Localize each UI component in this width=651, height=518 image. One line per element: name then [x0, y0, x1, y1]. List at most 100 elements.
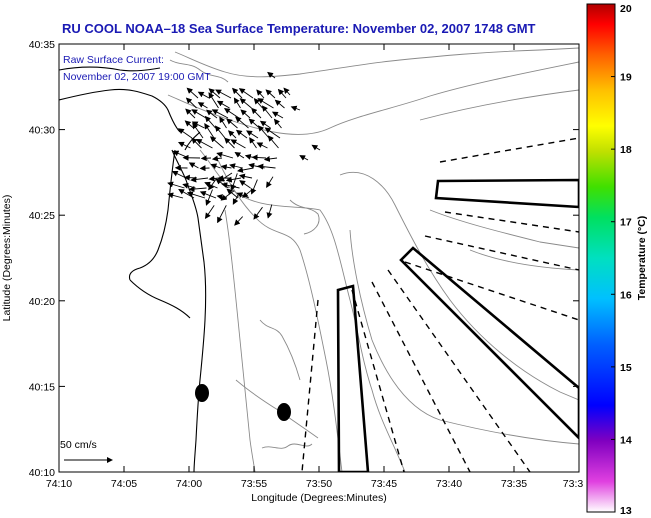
colorbar-tick-label: 20: [620, 3, 632, 15]
bathymetry-contour: [349, 229, 579, 445]
current-vector: [199, 190, 217, 199]
annotation-line-2: November 02, 2007 19:00 GMT: [63, 71, 211, 83]
current-vector: [250, 179, 258, 195]
y-tick-label: 40:30: [29, 125, 55, 137]
x-axis-label: Longitude (Degrees:Minutes): [251, 492, 386, 504]
current-vector: [248, 118, 260, 129]
current-vector: [240, 109, 251, 119]
current-vector: [274, 99, 285, 109]
radar-ray: [371, 281, 471, 472]
current-vector: [215, 89, 232, 99]
coastline-line: [59, 66, 161, 72]
radar-ray: [351, 289, 405, 472]
bathymetry-contour: [419, 89, 579, 121]
y-tick-label: 40:20: [29, 296, 55, 308]
annotation-line-1: Raw Surface Current:: [63, 54, 164, 66]
current-vector: [257, 125, 270, 139]
x-tick-label: 73:45: [371, 478, 397, 490]
bathymetry-contour: [174, 47, 579, 78]
current-vectors: [167, 71, 321, 226]
current-vector: [267, 135, 279, 149]
current-vector: [299, 155, 309, 161]
current-vector: [188, 162, 199, 169]
current-vector: [220, 190, 235, 201]
current-vector: [204, 115, 216, 129]
current-vector: [239, 98, 252, 109]
current-vector: [266, 204, 273, 219]
sector-outline: [336, 284, 370, 472]
current-vector: [264, 127, 281, 139]
current-vector: [251, 154, 267, 161]
bathymetry-contour: [169, 59, 229, 83]
current-vector: [191, 109, 207, 119]
current-vector: [209, 136, 224, 149]
y-tick-label: 40:35: [29, 39, 55, 51]
current-vector: [234, 216, 244, 226]
current-vector: [273, 118, 282, 129]
bathymetry-contour: [167, 61, 579, 135]
current-vector: [195, 139, 213, 149]
current-vector: [256, 89, 265, 99]
radar-ray: [424, 235, 579, 271]
bathymetry-contour: [339, 171, 579, 401]
bathymetry-contour: [429, 209, 579, 249]
current-vector: [271, 111, 284, 119]
hf-radar-rays: [301, 137, 579, 472]
radar-ray: [301, 299, 319, 472]
current-vector: [186, 191, 206, 199]
coastline-line: [59, 88, 181, 133]
current-vector: [216, 100, 230, 109]
radar-ray: [444, 211, 579, 233]
y-axis-ticks: 40:10 40:15 40:20 40:25 40:30 40:35: [29, 39, 579, 479]
current-vector: [192, 122, 204, 139]
x-tick-label: 73:3: [563, 478, 584, 490]
current-vector: [283, 87, 291, 96]
current-vector: [246, 130, 259, 139]
current-vector: [249, 137, 257, 149]
current-vector: [183, 174, 198, 181]
y-tick-label: 40:10: [29, 467, 55, 479]
current-vector: [290, 105, 301, 112]
current-vector: [266, 176, 274, 188]
y-tick-label: 40:25: [29, 210, 55, 222]
x-tick-label: 73:35: [501, 478, 527, 490]
sector-outline: [399, 246, 579, 440]
current-vector: [185, 97, 197, 109]
colorbar-label: Temperature (°C): [636, 216, 648, 301]
x-axis-ticks: 74:10 74:05 74:00 73:55 73:50 73:45 73:40 73:35…: [46, 44, 584, 490]
current-vector: [238, 173, 253, 180]
current-vector: [223, 108, 240, 119]
x-tick-label: 74:05: [111, 478, 137, 490]
current-vector: [261, 105, 273, 119]
current-vector: [214, 125, 226, 139]
y-axis-label: Latitude (Degrees:Minutes): [1, 195, 13, 322]
current-vector: [218, 172, 233, 182]
current-vector: [188, 185, 207, 192]
colorbar-tick-label: 18: [620, 144, 632, 156]
sector-outlines: [336, 178, 579, 472]
radar-ray: [404, 261, 579, 321]
current-vector: [167, 192, 184, 199]
x-tick-label: 73:40: [436, 478, 462, 490]
y-tick-label: 40:15: [29, 381, 55, 393]
x-tick-label: 74:00: [176, 478, 202, 490]
colorbar-tick-label: 14: [620, 434, 632, 446]
current-vector: [210, 163, 221, 170]
current-vector: [197, 91, 210, 99]
current-vector: [257, 98, 274, 109]
current-vector: [239, 180, 251, 189]
coastline-line: [129, 279, 191, 319]
current-vector: [177, 128, 193, 139]
current-vector: [208, 88, 221, 99]
current-vector: [234, 151, 245, 159]
current-vector: [263, 155, 278, 162]
current-vector: [216, 151, 234, 159]
colorbar-tick-label: 13: [620, 505, 632, 517]
current-vector: [265, 89, 276, 99]
sector-outline: [434, 178, 579, 209]
current-vector: [267, 71, 276, 79]
current-vector: [311, 144, 321, 151]
current-vector: [259, 120, 271, 129]
current-vector: [208, 179, 217, 191]
